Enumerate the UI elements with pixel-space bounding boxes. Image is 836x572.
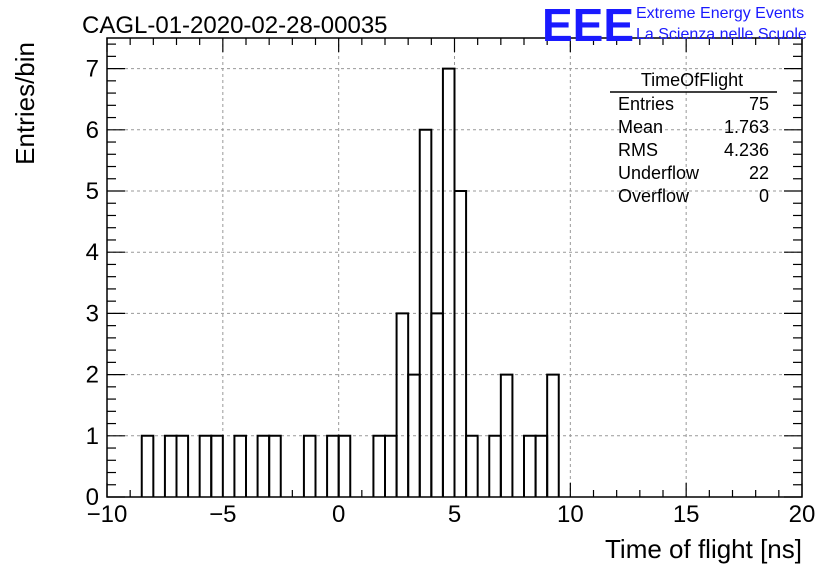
stats-label: Underflow xyxy=(618,163,700,183)
y-tick-label: 6 xyxy=(86,117,99,144)
x-axis-label: Time of flight [ns] xyxy=(605,534,802,564)
histogram-bin xyxy=(175,434,190,497)
stats-label: Overflow xyxy=(618,186,690,206)
y-axis-label: Entries/bin xyxy=(10,42,40,165)
logo-line-2: La Scienza nelle Scuole xyxy=(636,26,807,43)
y-tick-label: 5 xyxy=(86,178,99,205)
stats-value: 0 xyxy=(759,186,769,206)
x-tick-label: 5 xyxy=(448,501,461,528)
logo: EEE Extreme Energy Events La Scienza nel… xyxy=(542,0,807,51)
y-tick-label: 2 xyxy=(86,362,99,389)
histogram-bin xyxy=(395,312,410,497)
stats-label: Entries xyxy=(618,94,674,114)
x-tick-label: −5 xyxy=(209,501,236,528)
histogram-bin xyxy=(546,373,560,497)
histogram-bin xyxy=(430,312,444,497)
x-tick-label: −10 xyxy=(87,501,128,528)
logo-line-1: Extreme Energy Events xyxy=(636,5,804,22)
stats-value: 1.763 xyxy=(724,117,769,137)
y-tick-label: 7 xyxy=(86,56,99,83)
stats-label: Mean xyxy=(618,117,663,137)
y-axis-ticks: 0 1 2 3 4 5 6 7 xyxy=(86,43,802,511)
y-tick-label: 1 xyxy=(86,423,99,450)
histogram-bin xyxy=(523,434,537,497)
histogram-bin xyxy=(488,434,502,497)
histogram-bin xyxy=(534,434,549,497)
x-tick-label: 0 xyxy=(332,501,345,528)
histogram-bin xyxy=(268,434,282,497)
stats-title: TimeOfFlight xyxy=(641,70,743,90)
histogram-bin xyxy=(384,434,398,497)
chart-title: CAGL-01-2020-02-28-00035 xyxy=(82,12,388,39)
y-tick-label: 4 xyxy=(86,239,99,266)
histogram-bin xyxy=(326,434,340,497)
histogram-bin xyxy=(441,67,456,497)
histogram-bin xyxy=(256,434,271,497)
histogram-bin xyxy=(198,434,213,497)
histogram-bars xyxy=(140,67,560,497)
stats-value: 22 xyxy=(749,163,769,183)
stats-value: 4.236 xyxy=(724,140,769,160)
histogram-bin xyxy=(337,434,352,497)
histogram-bin xyxy=(465,434,479,497)
stats-label: RMS xyxy=(618,140,658,160)
histogram-bin xyxy=(140,434,155,497)
stats-box: TimeOfFlight Entries 75 Mean 1.763 RMS 4.236 U… xyxy=(610,70,777,206)
histogram-bin xyxy=(210,434,224,497)
y-tick-label: 3 xyxy=(86,300,99,327)
stats-value: 75 xyxy=(749,94,769,114)
histogram-bin xyxy=(233,434,247,497)
histogram-bin xyxy=(163,434,178,497)
histogram-bin xyxy=(302,434,317,497)
logo-mark: EEE xyxy=(542,0,634,51)
histogram-bin xyxy=(372,434,386,497)
histogram-bin xyxy=(499,373,514,497)
x-tick-label: 10 xyxy=(557,501,584,528)
y-tick-label: 0 xyxy=(86,484,99,511)
histogram-bin xyxy=(453,190,468,497)
x-axis-ticks: −10 −5 0 5 10 15 20 xyxy=(87,38,816,528)
x-tick-label: 20 xyxy=(789,501,816,528)
x-tick-label: 15 xyxy=(673,501,700,528)
